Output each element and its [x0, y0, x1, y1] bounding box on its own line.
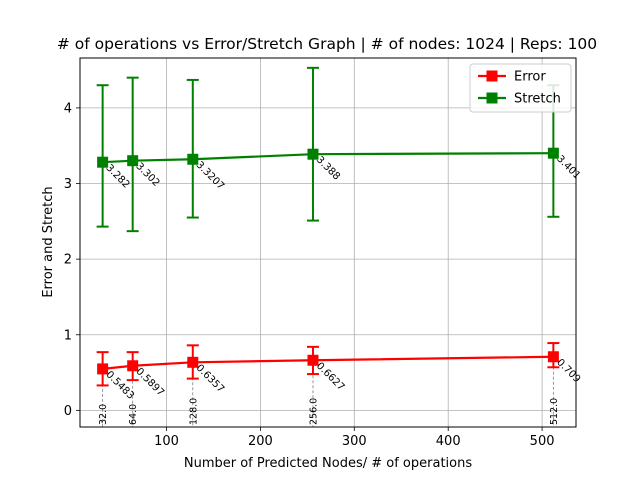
- marker-label: 64.0: [128, 404, 139, 425]
- legend-marker: [486, 70, 498, 82]
- legend-marker: [486, 92, 498, 104]
- data-point: [187, 356, 199, 368]
- y-tick-label: 0: [64, 404, 72, 419]
- marker-label: 256.0: [308, 398, 319, 425]
- legend-item-stretch: Stretch: [478, 92, 561, 107]
- legend-label: Error: [514, 70, 546, 85]
- x-tick-label: 200: [248, 434, 273, 449]
- x-axis-title: Number of Predicted Nodes/ # of operatio…: [184, 456, 472, 471]
- x-tick-label: 500: [530, 434, 555, 449]
- legend: Error Stretch: [469, 63, 572, 113]
- x-tick-label: 100: [154, 434, 179, 449]
- x-tick-label: 300: [342, 434, 367, 449]
- x-tick-label: 400: [436, 434, 461, 449]
- y-tick-label: 3: [64, 177, 72, 192]
- data-point: [547, 351, 559, 363]
- marker-label: 32.0: [98, 404, 109, 425]
- axis-ticks: 100 200 300 400 500 0 1 2 3 4: [64, 101, 555, 449]
- data-point: [127, 360, 139, 372]
- y-axis-title: Error and Stretch: [41, 186, 56, 297]
- marker-label: 128.0: [188, 398, 199, 425]
- data-point: [307, 354, 319, 366]
- y-tick-label: 4: [64, 101, 72, 116]
- y-tick-label: 1: [64, 328, 72, 343]
- plot-frame: [79, 57, 577, 428]
- data-point: [127, 155, 139, 167]
- marker-label: 512.0: [549, 398, 560, 425]
- chart-title: # of operations vs Error/Stretch Graph |…: [57, 35, 597, 53]
- data-point: [307, 148, 319, 160]
- data-point: [547, 147, 559, 159]
- data-point: [187, 153, 199, 165]
- legend-item-error: Error: [478, 70, 546, 85]
- data-point: [97, 156, 109, 168]
- data-point: [97, 363, 109, 375]
- y-tick-label: 2: [64, 253, 72, 268]
- legend-label: Stretch: [514, 92, 561, 107]
